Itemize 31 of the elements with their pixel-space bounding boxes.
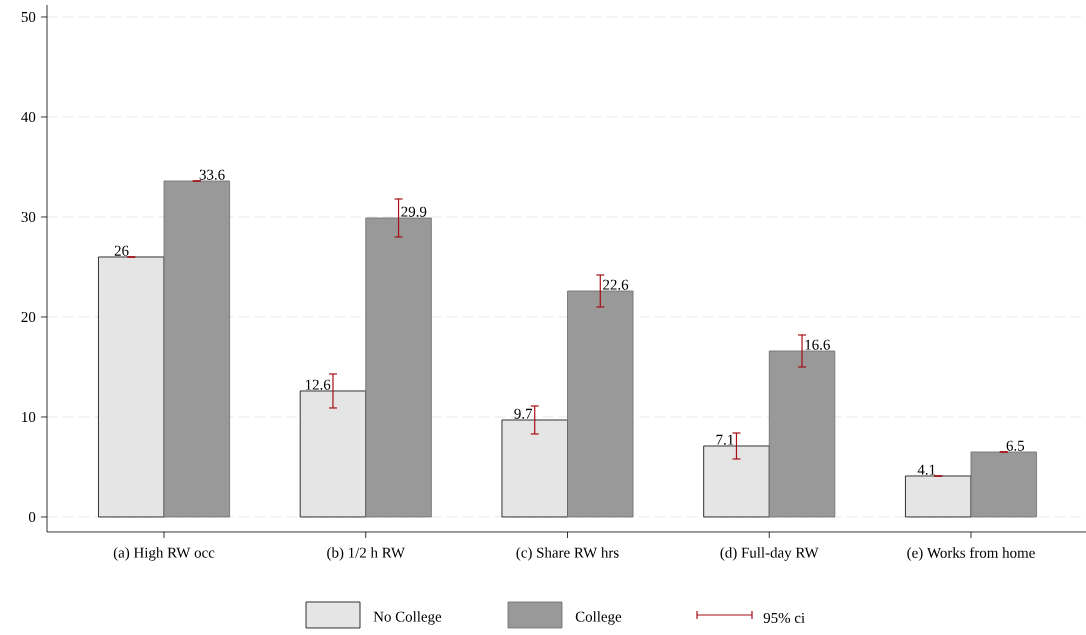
data-label: 6.5 bbox=[1006, 440, 1025, 451]
data-label: 22.6 bbox=[603, 279, 629, 290]
data-label: 29.9 bbox=[401, 206, 427, 217]
text: 95% ci bbox=[763, 612, 805, 624]
bar bbox=[703, 445, 770, 518]
data-label: 26 bbox=[114, 245, 129, 256]
x-tick-label: (c) Share RW hrs bbox=[516, 547, 619, 561]
data-label: 16.6 bbox=[805, 339, 830, 350]
y-tick-label: 20 bbox=[21, 311, 36, 323]
data-label: 7.1 bbox=[716, 434, 734, 445]
bar bbox=[567, 290, 634, 518]
bar bbox=[163, 180, 230, 518]
legend-label: College bbox=[575, 611, 622, 625]
y-tick-label: 10 bbox=[22, 411, 36, 423]
bar bbox=[299, 390, 367, 518]
x-tick-label: (a) High RW occ bbox=[113, 547, 215, 561]
bar bbox=[768, 350, 836, 518]
data-label: 9.7 bbox=[514, 408, 533, 419]
x-tick-label: (b) 1/2 h RW bbox=[327, 547, 405, 561]
x-tick-label: (e) Works from home bbox=[907, 547, 1035, 561]
data-label: 4.1 bbox=[917, 464, 936, 475]
legend-label: No College bbox=[373, 611, 442, 625]
data-label: 33.6 bbox=[199, 169, 225, 180]
data-label: 12.6 bbox=[305, 379, 331, 390]
y-tick-label: 0 bbox=[28, 511, 36, 523]
x-tick-label: (d) Full-day RW bbox=[720, 547, 819, 561]
bar bbox=[970, 451, 1037, 518]
y-tick-label: 40 bbox=[21, 111, 36, 123]
y-tick-label: 50 bbox=[21, 11, 36, 23]
bar bbox=[365, 217, 432, 518]
y-tick-label: 30 bbox=[21, 211, 36, 223]
